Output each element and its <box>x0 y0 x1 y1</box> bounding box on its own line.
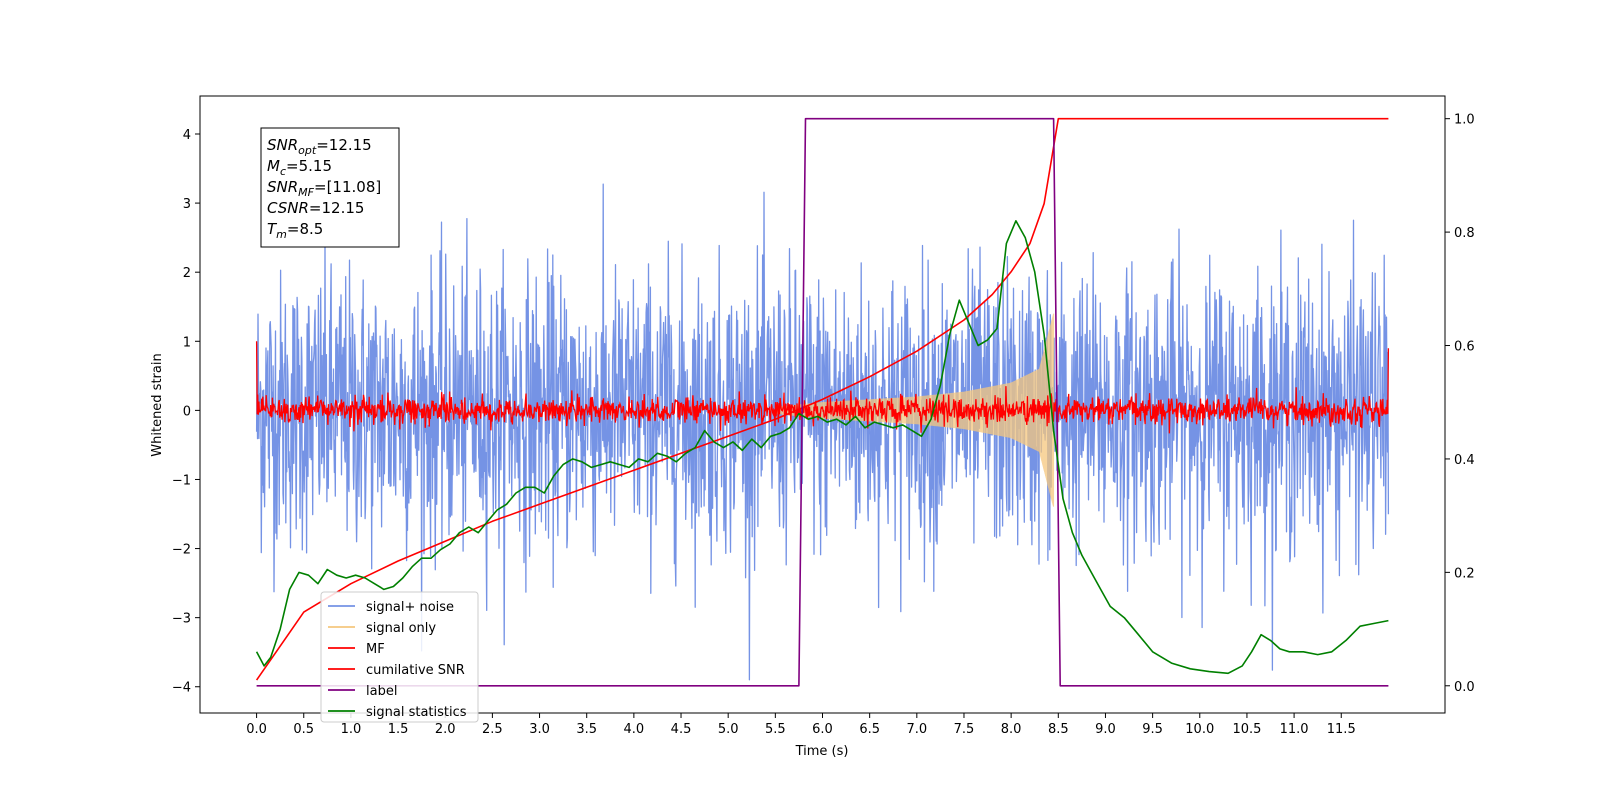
x-tick-label: 8.5 <box>1048 722 1069 737</box>
y-tick-label: 3 <box>183 197 191 212</box>
x-tick-label: 0.5 <box>293 722 314 737</box>
signal-only-layer <box>774 313 1055 507</box>
x-tick-label: 7.5 <box>954 722 975 737</box>
series-signal-only <box>774 313 1055 507</box>
x-axis-label: Time (s) <box>795 744 849 759</box>
x-tick-label: 1.5 <box>388 722 409 737</box>
annotation-line: Tm=8.5 <box>267 220 323 241</box>
x-tick-label: 6.5 <box>859 722 880 737</box>
legend-label: cumilative SNR <box>366 663 465 678</box>
legend-frame <box>320 591 479 723</box>
x-tick-label: 6.0 <box>812 722 833 737</box>
annotation-line: SNRMF=[11.08] <box>267 178 381 199</box>
y-tick-label: −2 <box>172 543 191 558</box>
y2-tick-label: 0.8 <box>1454 226 1475 241</box>
x-tick-label: 5.5 <box>765 722 786 737</box>
x-tick-label: 4.0 <box>624 722 645 737</box>
x-tick-label: 3.5 <box>576 722 597 737</box>
x-tick-label: 9.5 <box>1142 722 1163 737</box>
annotation-line: SNRopt=12.15 <box>267 136 372 157</box>
y-tick-label: −4 <box>172 681 191 696</box>
y-axis-label: Whitened strain <box>150 353 165 456</box>
x-tick-label: 10.5 <box>1232 722 1261 737</box>
legend-label: signal only <box>366 621 436 636</box>
y-tick-label: 4 <box>183 128 191 143</box>
series-mf <box>255 341 1390 434</box>
x-tick-label: 10.0 <box>1185 722 1214 737</box>
x-tick-label: 11.0 <box>1280 722 1309 737</box>
y2-tick-label: 0.6 <box>1454 340 1475 355</box>
legend-label: MF <box>366 642 385 657</box>
y-axis: −4 −3 −2 −1 0 1 2 3 4 <box>172 128 200 696</box>
x-tick-label: 3.0 <box>529 722 550 737</box>
x-tick-label: 2.0 <box>435 722 456 737</box>
y2-tick-label: 0.4 <box>1454 453 1475 468</box>
legend-label: label <box>366 684 397 699</box>
x-tick-label: 2.5 <box>482 722 503 737</box>
annotation-line: Mc=5.15 <box>267 157 332 178</box>
x-axis: 0.0 0.5 1.0 1.5 2.0 2.5 3.0 3.5 4.0 4.5 5.0 5.5 6.0 6… <box>246 713 1356 737</box>
y-tick-label: −3 <box>172 612 191 627</box>
annotation-box: SNRopt=12.15Mc=5.15SNRMF=[11.08]CSNR=12.… <box>260 127 400 248</box>
legend: signal+ noise signal only MF cumilative SNR… <box>320 591 479 723</box>
y-tick-label: 1 <box>183 335 191 350</box>
y-tick-label: 0 <box>183 404 191 419</box>
series-signal-statistics <box>255 220 1389 675</box>
line-series-layer <box>255 117 1389 687</box>
annotation-frame <box>260 127 400 248</box>
legend-label: signal+ noise <box>366 600 454 615</box>
y2-tick-label: 0.2 <box>1454 566 1475 581</box>
x-tick-label: 11.5 <box>1327 722 1356 737</box>
plot-area <box>255 117 1390 687</box>
x-tick-label: 1.0 <box>341 722 362 737</box>
series-cumulative-snr <box>255 117 1389 681</box>
x-tick-label: 4.5 <box>671 722 692 737</box>
y2-axis: 0.0 0.2 0.4 0.6 0.8 1.0 <box>1445 113 1475 695</box>
mf-layer <box>255 341 1390 434</box>
x-tick-label: 7.0 <box>906 722 927 737</box>
y-tick-label: −1 <box>172 473 191 488</box>
x-tick-label: 5.0 <box>718 722 739 737</box>
y2-tick-label: 1.0 <box>1454 113 1475 128</box>
series-label <box>256 117 1389 687</box>
annotation-line: CSNR=12.15 <box>267 199 364 217</box>
x-tick-label: 8.0 <box>1001 722 1022 737</box>
legend-label: signal statistics <box>366 705 467 720</box>
y2-tick-label: 0.0 <box>1454 680 1475 695</box>
x-tick-label: 9.0 <box>1095 722 1116 737</box>
y-tick-label: 2 <box>183 266 191 281</box>
x-tick-label: 0.0 <box>246 722 267 737</box>
